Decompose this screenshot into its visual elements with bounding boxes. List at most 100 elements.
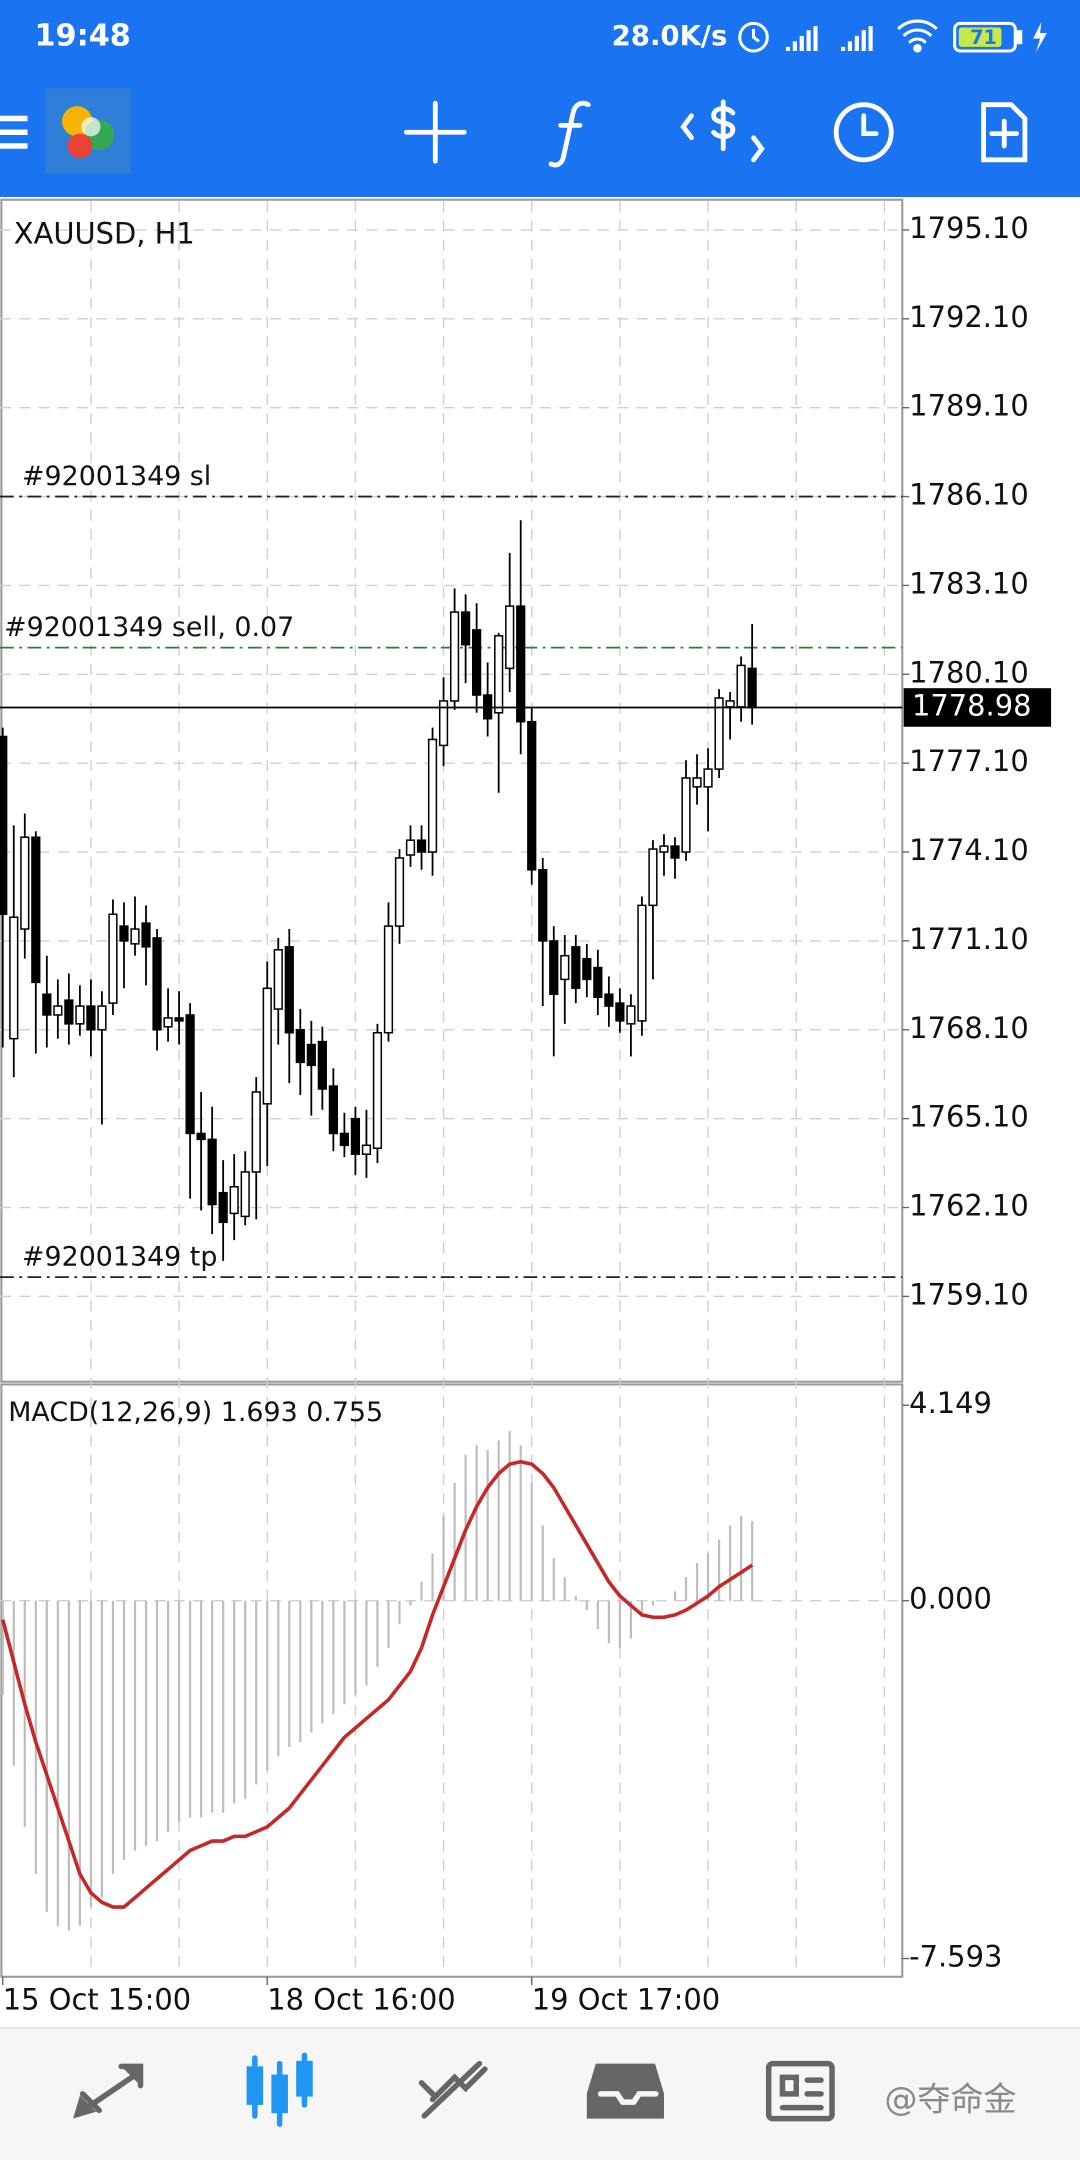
candle-body <box>538 869 548 942</box>
candle-body <box>240 1171 250 1218</box>
candle-body <box>141 922 151 948</box>
battery-level <box>958 27 1002 47</box>
candle-body <box>505 605 515 670</box>
chart-title: XAUUSD, H1 <box>14 217 195 251</box>
candle-body <box>626 1005 636 1025</box>
candle-body <box>449 611 460 702</box>
candle-body <box>582 957 592 981</box>
quotes-tab[interactable] <box>73 2063 144 2119</box>
candle-body <box>97 1005 107 1031</box>
candle-body <box>119 925 129 942</box>
trade-tab[interactable] <box>418 2060 488 2119</box>
app-logo[interactable] <box>45 88 131 174</box>
candle-body <box>405 839 416 856</box>
candle-body <box>350 1117 361 1155</box>
y-tick-label: 1783.10 <box>909 566 1029 600</box>
candle-body <box>86 1005 96 1031</box>
clock: 19:48 <box>34 19 130 54</box>
x-tick-label: 19 Oct 17:00 <box>532 1983 720 2017</box>
candle-body <box>438 700 449 747</box>
candle-body <box>196 1132 206 1141</box>
candle-body <box>20 836 30 930</box>
price-label: 1778.98 <box>912 688 1032 722</box>
signal-line <box>1 1459 754 1909</box>
candle-body <box>383 925 394 1034</box>
candle-body <box>229 1186 239 1215</box>
chart-tab[interactable] <box>246 2052 313 2127</box>
y-tick-label: 1759.10 <box>909 1277 1029 1311</box>
new-order-button[interactable] <box>981 102 1028 163</box>
candle-body <box>53 1005 63 1016</box>
y-tick-label: 1777.10 <box>909 744 1029 778</box>
candle-body <box>670 845 680 859</box>
y-tick-label: 1795.10 <box>909 211 1029 245</box>
candle-body <box>0 735 8 915</box>
candle-body <box>174 1017 184 1022</box>
candle-body <box>637 904 647 1022</box>
candle-body <box>747 667 757 709</box>
history-tab[interactable] <box>586 2063 664 2119</box>
candle-body <box>494 635 504 714</box>
y-tick-label: 1762.10 <box>909 1189 1029 1223</box>
candle-body <box>339 1132 350 1147</box>
y-tick-label: 1792.10 <box>909 300 1029 334</box>
x-tick-label: 18 Oct 16:00 <box>267 1983 455 2017</box>
candle-body <box>659 845 669 853</box>
y-tick-label: 1786.10 <box>909 478 1029 512</box>
candle-body <box>295 1029 305 1064</box>
candle-body <box>416 839 427 853</box>
status-icons <box>738 19 1047 53</box>
candle-body <box>306 1043 316 1067</box>
candle-body <box>560 954 570 981</box>
candle-body <box>593 966 603 998</box>
y-tick-label: 4.149 <box>909 1386 992 1420</box>
order-label: #92001349 sl <box>22 461 211 492</box>
net-speed: 28.0K/s <box>612 20 728 52</box>
candle-body <box>604 993 614 1007</box>
y-tick-label: 1771.10 <box>909 922 1029 956</box>
candle-body <box>725 700 735 708</box>
candle-body <box>218 1191 228 1224</box>
order-label: #92001349 tp <box>22 1241 217 1272</box>
candle-body <box>549 940 559 995</box>
trade-button[interactable] <box>680 99 765 163</box>
candle-body <box>736 664 746 708</box>
news-tab[interactable] <box>765 2060 835 2122</box>
candle-body <box>361 1144 372 1155</box>
y-tick-label: 1765.10 <box>909 1100 1029 1134</box>
battery-text: 71 <box>970 26 997 49</box>
candle-body <box>571 946 581 990</box>
candle-body <box>648 848 658 907</box>
y-tick-label: 1789.10 <box>909 389 1029 423</box>
candle-body <box>152 937 162 1031</box>
bottom-nav <box>0 2027 1080 2160</box>
candle-body <box>273 949 283 1010</box>
candle-body <box>185 1014 195 1135</box>
crosshair-button[interactable] <box>403 100 467 164</box>
price-label-bg <box>903 688 1052 727</box>
candle-body <box>130 928 140 945</box>
candle-body <box>251 1091 261 1173</box>
candle-body <box>9 916 19 1040</box>
candle-body <box>31 836 41 984</box>
macd-frame <box>0 1383 904 1978</box>
candle-body <box>615 1002 625 1022</box>
y-tick-label: 0.000 <box>909 1582 992 1616</box>
candle-body <box>207 1138 217 1206</box>
y-tick-label: -7.593 <box>909 1940 1002 1974</box>
candle-body <box>163 1017 173 1028</box>
candle-body <box>262 987 272 1105</box>
menu-button[interactable] <box>0 115 28 149</box>
candle-body <box>317 1040 327 1090</box>
indicators-button[interactable] <box>548 100 591 168</box>
candle-body <box>516 605 526 723</box>
candle-body <box>681 777 691 853</box>
watermark: @夺命金 <box>884 2079 1016 2118</box>
y-tick-label: 1774.10 <box>909 833 1029 867</box>
candle-body <box>328 1085 338 1135</box>
candle-body <box>714 697 724 770</box>
history-button[interactable] <box>833 102 894 163</box>
x-tick-label: 15 Oct 15:00 <box>3 1983 191 2017</box>
